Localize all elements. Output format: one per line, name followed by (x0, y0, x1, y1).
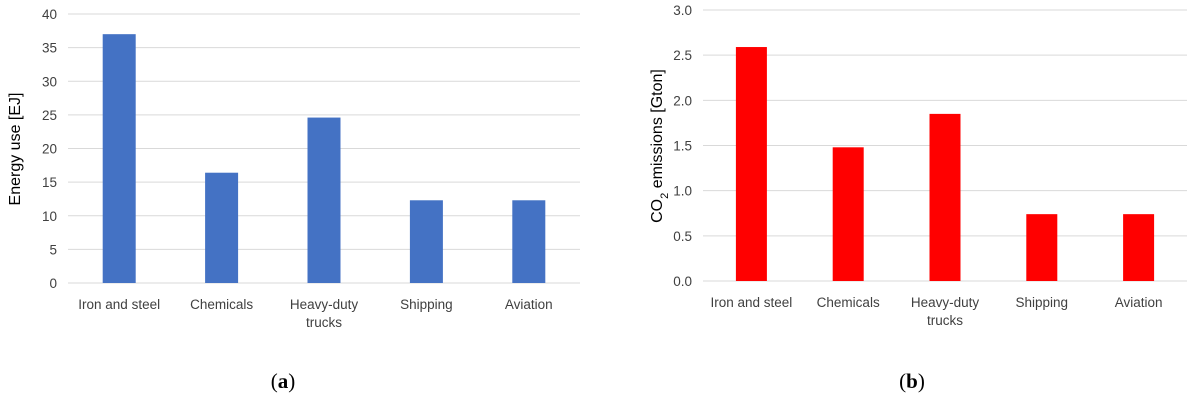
bar-chemicals (832, 147, 864, 281)
panel-caption: (a) (271, 369, 296, 393)
y-tick-label: 0.0 (673, 274, 692, 289)
y-tick-label: 3.0 (673, 3, 692, 18)
y-tick-label: 30 (42, 74, 57, 89)
x-tick-label: Chemicals (817, 295, 880, 310)
y-tick-label: 1.0 (673, 184, 692, 199)
y-tick-label: 0 (49, 276, 57, 291)
x-tick-label: Aviation (505, 297, 553, 312)
bar-shipping (1026, 214, 1058, 281)
bar-heavy-duty-trucks (929, 113, 961, 281)
bar-iron-and-steel (102, 34, 136, 283)
y-tick-label: 25 (42, 108, 57, 123)
bar-shipping (409, 200, 443, 283)
x-tick-label: Shipping (400, 297, 453, 312)
panel-caption: (b) (899, 369, 925, 393)
y-tick-label: 2.5 (673, 48, 692, 63)
x-tick-label: Heavy-duty trucks (911, 295, 980, 328)
y-tick-label: 35 (42, 41, 57, 56)
chart-panel-b: 0.0 0.5 1.0 1.5 2.0 2.5 3.0 Iron and steel Chemi… (649, 3, 1187, 393)
x-tick-label: Iron and steel (710, 295, 792, 310)
chart-panel-a: 0 5 10 15 20 25 30 35 40 Iron and steel Chemicals H… (7, 7, 580, 393)
x-tick-label: Shipping (1016, 295, 1069, 310)
y-tick-label: 20 (42, 142, 57, 157)
x-tick-label: Iron and steel (78, 297, 160, 312)
y-tick-label: 40 (42, 7, 57, 22)
bar-chemicals (205, 172, 239, 283)
x-tick-label: Chemicals (190, 297, 253, 312)
y-axis-label: Energy use [EJ] (7, 93, 24, 206)
bar-iron-and-steel (735, 47, 767, 281)
bar-heavy-duty-trucks (307, 117, 341, 283)
y-tick-label: 1.5 (673, 139, 692, 154)
y-tick-label: 15 (42, 175, 57, 190)
bar-aviation (1123, 214, 1155, 281)
bar-aviation (512, 200, 546, 283)
y-tick-label: 2.0 (673, 93, 692, 108)
y-axis-label: CO2 emissions [Gton] (649, 69, 671, 223)
x-tick-label: Heavy-duty trucks (290, 297, 359, 330)
y-tick-label: 10 (42, 209, 57, 224)
y-tick-label: 0.5 (673, 229, 692, 244)
x-tick-label: Aviation (1115, 295, 1163, 310)
y-tick-label: 5 (49, 242, 57, 257)
